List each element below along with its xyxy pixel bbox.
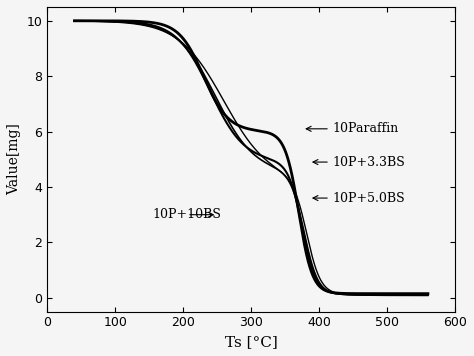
Y-axis label: Value[mg]: Value[mg] xyxy=(7,124,21,195)
Text: 10P+10BS: 10P+10BS xyxy=(153,208,221,221)
Text: 10P+5.0BS: 10P+5.0BS xyxy=(313,192,405,205)
Text: 10P+3.3BS: 10P+3.3BS xyxy=(313,156,405,168)
Text: 10Paraffin: 10Paraffin xyxy=(306,122,399,135)
X-axis label: Ts [°C]: Ts [°C] xyxy=(225,335,278,349)
